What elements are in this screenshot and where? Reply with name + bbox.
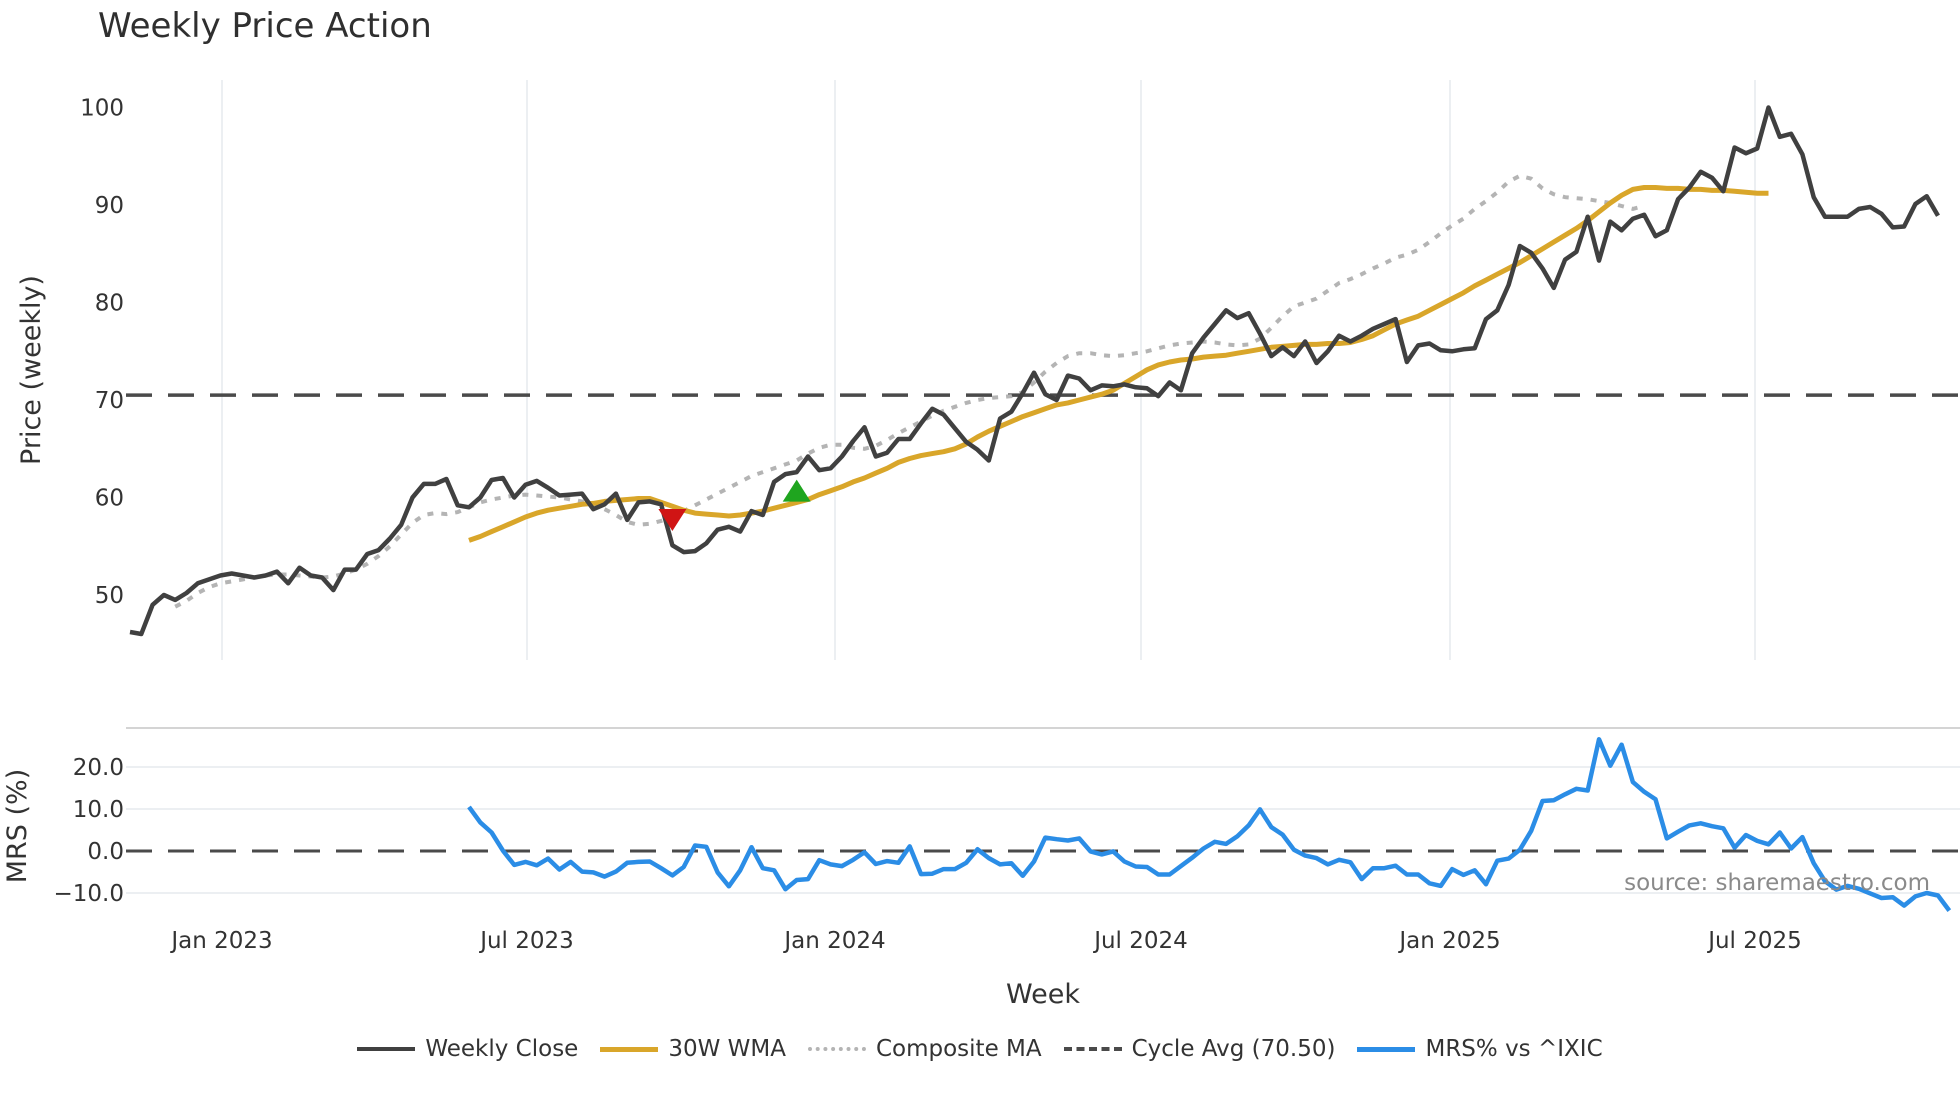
svg-text:Jul 2023: Jul 2023 xyxy=(478,928,574,954)
legend-label: MRS% vs ^IXIC xyxy=(1425,1036,1603,1062)
x-axis-title: Week xyxy=(1006,979,1080,1010)
legend-item-mrs[interactable]: MRS% vs ^IXIC xyxy=(1357,1036,1603,1062)
legend: Weekly Close 30W WMA Composite MA Cycle … xyxy=(0,1036,1960,1062)
x-axis: Jan 2023 Jul 2023 Jan 2024 Jul 2024 Jan 2025… xyxy=(169,928,1801,954)
price-grid xyxy=(221,80,1756,660)
svg-text:100: 100 xyxy=(80,96,124,122)
legend-label: Cycle Avg (70.50) xyxy=(1131,1036,1336,1062)
svg-text:70: 70 xyxy=(95,388,124,414)
svg-text:60: 60 xyxy=(95,486,124,512)
svg-text:−10.0: −10.0 xyxy=(54,881,124,907)
legend-item-cycle-avg[interactable]: Cycle Avg (70.50) xyxy=(1063,1036,1336,1062)
svg-text:90: 90 xyxy=(95,193,124,219)
price-y-axis: 50 60 70 80 90 100 xyxy=(80,96,124,610)
mrs-swatch-icon xyxy=(1357,1046,1416,1052)
buy-signal-triangle-icon xyxy=(782,479,811,502)
svg-text:20.0: 20.0 xyxy=(73,755,124,781)
chart-canvas: 50 60 70 80 90 100 Price (weekly) 20.0 10.0 0.0… xyxy=(2,80,1960,1010)
weekly-close-line xyxy=(129,105,1940,637)
legend-item-weekly-close[interactable]: Weekly Close xyxy=(357,1036,578,1062)
svg-text:Jul 2024: Jul 2024 xyxy=(1092,928,1188,954)
price-y-axis-title: Price (weekly) xyxy=(16,275,47,465)
wma-30w-line xyxy=(468,185,1769,543)
svg-text:80: 80 xyxy=(95,291,124,317)
legend-item-composite-ma[interactable]: Composite MA xyxy=(807,1036,1042,1062)
mrs-grid xyxy=(126,766,1960,894)
svg-text:50: 50 xyxy=(95,583,124,609)
weekly-close-swatch-icon xyxy=(357,1047,416,1051)
mrs-line xyxy=(467,737,1952,912)
chart-title: Weekly Price Action xyxy=(98,6,432,46)
svg-text:Jan 2023: Jan 2023 xyxy=(169,928,272,954)
svg-text:10.0: 10.0 xyxy=(73,797,124,823)
wma-swatch-icon xyxy=(600,1046,659,1052)
svg-text:Jan 2025: Jan 2025 xyxy=(1397,928,1500,954)
mrs-y-axis-title: MRS (%) xyxy=(2,769,33,884)
composite-ma-swatch-icon xyxy=(807,1047,866,1051)
svg-text:Jul 2025: Jul 2025 xyxy=(1706,928,1802,954)
composite-ma-line xyxy=(174,173,1645,609)
svg-text:Jan 2024: Jan 2024 xyxy=(782,928,885,954)
legend-label: Composite MA xyxy=(875,1036,1042,1062)
svg-text:0.0: 0.0 xyxy=(87,839,124,865)
cycle-avg-swatch-icon xyxy=(1063,1047,1122,1051)
legend-label: 30W WMA xyxy=(668,1036,786,1062)
source-watermark: source: sharemaestro.com xyxy=(1624,870,1930,896)
legend-item-wma[interactable]: 30W WMA xyxy=(600,1036,786,1062)
sell-signal-triangle-icon xyxy=(658,508,687,531)
mrs-y-axis: 20.0 10.0 0.0 −10.0 xyxy=(54,755,124,907)
legend-label: Weekly Close xyxy=(425,1036,579,1062)
